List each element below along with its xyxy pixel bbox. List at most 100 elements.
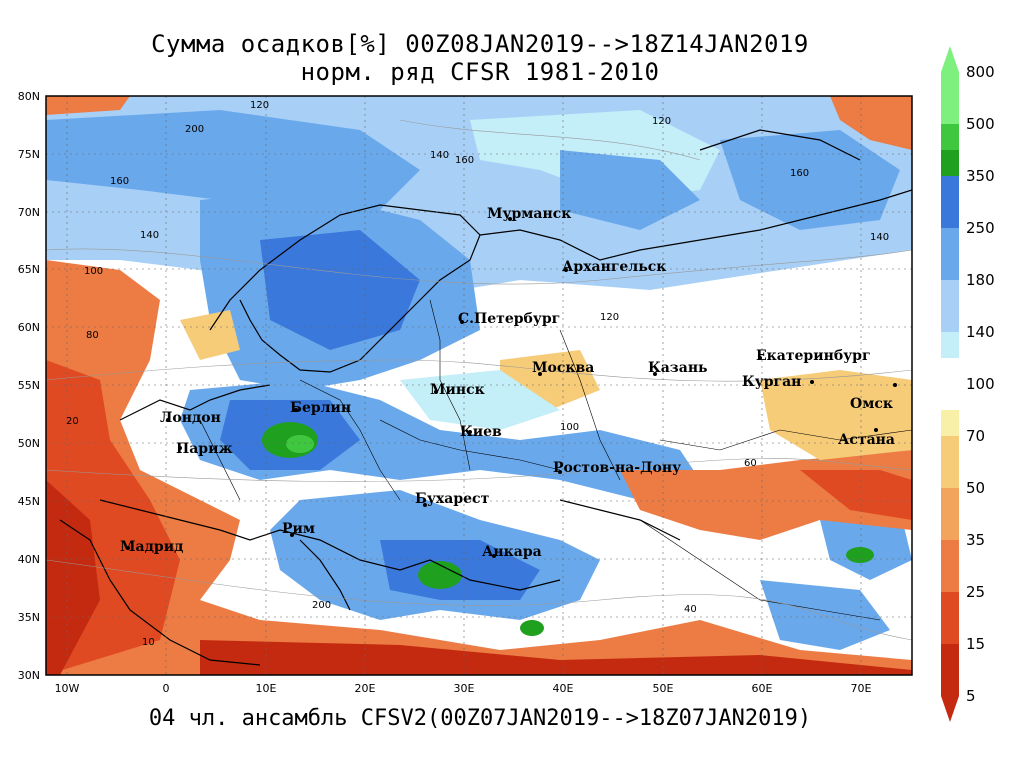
ensemble-caption: 04 чл. ансамбль CFSV2(00Z07JAN2019-->18Z… xyxy=(148,706,812,731)
contour-label: 160 xyxy=(110,176,129,187)
legend-swatch xyxy=(941,436,959,488)
legend-label: 500 xyxy=(966,115,995,133)
contour-label: 60 xyxy=(744,458,757,469)
lon-label: 70E xyxy=(851,682,872,695)
contour-label: 120 xyxy=(600,312,619,323)
contour-label: 100 xyxy=(560,422,579,433)
city-label: Мурманск xyxy=(487,206,571,222)
city-label: Омск xyxy=(850,396,893,412)
city-label: Ростов-на-Дону xyxy=(553,460,681,476)
city-label: С.Петербург xyxy=(458,311,560,327)
legend-label: 100 xyxy=(966,375,995,393)
contour-label: 160 xyxy=(790,168,809,179)
legend-label: 350 xyxy=(966,167,995,185)
city-label: Бухарест xyxy=(415,491,490,507)
city-label: Париж xyxy=(176,441,233,457)
city-label: Мадрид xyxy=(120,539,183,555)
map-frame xyxy=(45,95,913,676)
legend-swatch xyxy=(941,592,959,644)
legend-label: 35 xyxy=(966,531,985,549)
lon-label: 60E xyxy=(752,682,773,695)
legend-label: 25 xyxy=(966,583,985,601)
lat-label: 60N xyxy=(18,321,40,334)
legend-label: 15 xyxy=(966,635,985,653)
city-label: Анкара xyxy=(482,544,542,560)
lat-label: 70N xyxy=(18,206,40,219)
legend-swatch xyxy=(941,228,959,280)
legend-swatch xyxy=(941,176,959,228)
contour-label: 40 xyxy=(684,604,697,615)
legend-arrow-up xyxy=(941,46,959,72)
city-label: Екатеринбург xyxy=(756,348,871,364)
city-label: Рим xyxy=(282,521,315,537)
legend-labels: 800 500 350 250 180 140 100 70 50 35 25 … xyxy=(966,63,995,705)
lon-label: 50E xyxy=(653,682,674,695)
legend-swatch xyxy=(941,644,959,696)
legend-label: 50 xyxy=(966,479,985,497)
legend-label: 5 xyxy=(966,687,976,705)
legend-arrow-down xyxy=(941,696,959,722)
contour-label: 160 xyxy=(455,155,474,166)
lat-label: 80N xyxy=(18,90,40,103)
contour-label: 200 xyxy=(185,124,204,135)
contour-label: 10 xyxy=(142,637,155,648)
lon-label: 0 xyxy=(163,682,170,695)
city-label: Киев xyxy=(460,424,502,440)
map-title: Сумма осадков[%] 00Z08JAN2019-->18Z14JAN… xyxy=(151,30,809,58)
lat-label: 55N xyxy=(18,379,40,392)
lat-label: 65N xyxy=(18,263,40,276)
contour-label: 20 xyxy=(66,416,79,427)
legend-swatch xyxy=(941,124,959,150)
legend-swatch xyxy=(941,280,959,332)
lat-label: 45N xyxy=(18,495,40,508)
grid xyxy=(46,96,912,675)
legend-label: 140 xyxy=(966,323,995,341)
city-label: Курган xyxy=(742,374,801,390)
lat-label: 40N xyxy=(18,553,40,566)
lat-label: 75N xyxy=(18,148,40,161)
coastlines xyxy=(59,129,912,666)
contour-label: 80 xyxy=(86,330,99,341)
legend-swatch xyxy=(941,488,959,540)
legend-label: 70 xyxy=(966,427,985,445)
city-label: Лондон xyxy=(160,410,221,426)
legend-label: 800 xyxy=(966,63,995,81)
lon-label: 10E xyxy=(256,682,277,695)
latitude-labels: 80N 75N 70N 65N 60N 55N 50N 45N 40N 35N … xyxy=(18,90,40,682)
legend-label: 250 xyxy=(966,219,995,237)
legend-label: 180 xyxy=(966,271,995,289)
contour-label: 200 xyxy=(312,600,331,611)
longitude-labels: 10W 0 10E 20E 30E 40E 50E 60E 70E xyxy=(55,682,872,695)
lat-label: 30N xyxy=(18,669,40,682)
borders xyxy=(199,299,912,621)
legend-swatch xyxy=(941,410,959,436)
legend-swatch xyxy=(941,150,959,176)
city-label: Берлин xyxy=(290,400,351,416)
map-subtitle: норм. ряд CFSR 1981-2010 xyxy=(300,58,660,86)
city-label: Казань xyxy=(648,360,708,376)
contour-label: 120 xyxy=(250,100,269,111)
contour-label: 120 xyxy=(652,116,671,127)
cities: Мурманск Архангельск С.Петербург Екатери… xyxy=(120,206,897,560)
contour-label: 100 xyxy=(84,266,103,277)
lat-label: 35N xyxy=(18,611,40,624)
lon-label: 10W xyxy=(55,682,80,695)
lon-label: 40E xyxy=(553,682,574,695)
city-label: Минск xyxy=(430,382,485,398)
city-label: Архангельск xyxy=(562,259,666,275)
city-label: Астана xyxy=(838,432,895,448)
legend-swatch xyxy=(941,72,959,124)
contour-label: 140 xyxy=(140,230,159,241)
city-label: Москва xyxy=(532,360,594,376)
contours xyxy=(46,119,912,641)
lon-label: 20E xyxy=(355,682,376,695)
map-field: 120 200 160 140 100 80 60 40 20 10 140 1… xyxy=(46,96,912,675)
contour-label: 140 xyxy=(430,150,449,161)
contour-label: 140 xyxy=(870,232,889,243)
contour-labels: 120 200 160 140 100 80 60 40 20 10 140 1… xyxy=(66,100,889,648)
lon-label: 30E xyxy=(454,682,475,695)
lat-label: 50N xyxy=(18,437,40,450)
legend-swatch xyxy=(941,540,959,592)
